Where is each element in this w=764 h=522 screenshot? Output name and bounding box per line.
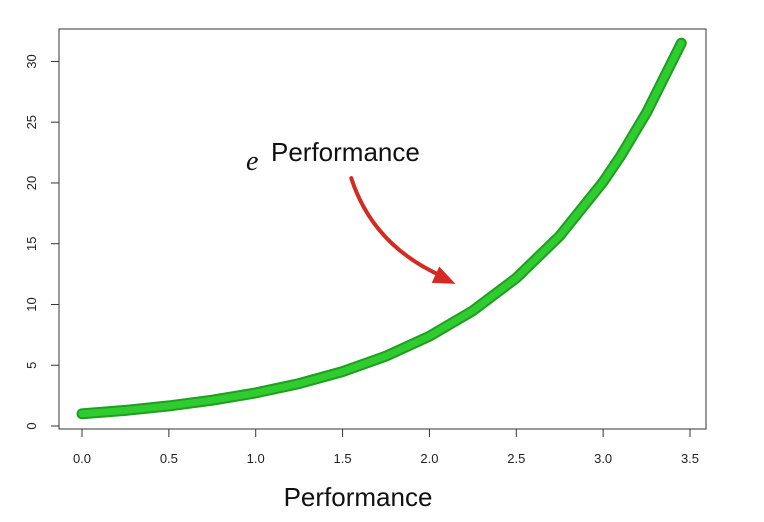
x-axis-label: Performance xyxy=(284,482,433,512)
annotation: e Performance xyxy=(246,137,456,284)
annotation-exponent: Performance xyxy=(271,137,420,167)
annotation-arrow xyxy=(349,176,446,279)
y-tick-label: 30 xyxy=(24,54,39,68)
annotation-arrow-head xyxy=(431,266,456,284)
y-axis: 0 5 10 15 20 25 30 xyxy=(24,54,60,430)
x-tick-label: 0.5 xyxy=(160,451,178,466)
x-tick-label: 2.5 xyxy=(507,451,525,466)
exponential-curve xyxy=(78,39,685,418)
annotation-base: e xyxy=(246,146,258,177)
y-tick-label: 15 xyxy=(24,236,39,250)
y-tick-label: 25 xyxy=(24,115,39,129)
x-tick-label: 1.5 xyxy=(334,451,352,466)
x-axis: 0.0 0.5 1.0 1.5 2.0 2.5 3.0 3.5 xyxy=(73,428,699,466)
x-tick-label: 1.0 xyxy=(247,451,265,466)
y-tick-label: 20 xyxy=(24,176,39,190)
y-tick-label: 0 xyxy=(24,422,39,429)
x-tick-label: 2.0 xyxy=(420,451,438,466)
y-tick-label: 5 xyxy=(24,362,39,369)
plot-frame xyxy=(58,28,707,430)
x-tick-label: 3.5 xyxy=(681,451,699,466)
x-tick-label: 3.0 xyxy=(594,451,612,466)
y-tick-label: 10 xyxy=(24,297,39,311)
x-tick-label: 0.0 xyxy=(73,451,91,466)
